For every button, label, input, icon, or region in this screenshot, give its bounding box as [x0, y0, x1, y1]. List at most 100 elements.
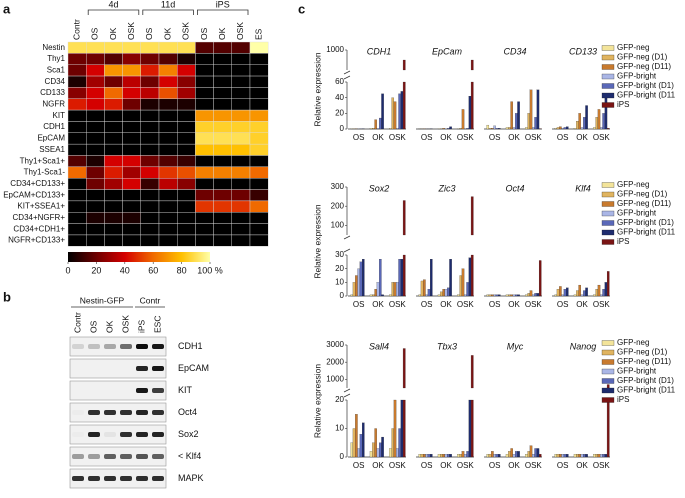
bar — [375, 120, 377, 129]
legend-swatch — [602, 360, 614, 365]
heatmap-cell — [104, 144, 122, 155]
heatmap-cell — [177, 156, 195, 167]
bar — [508, 451, 510, 457]
heatmap-cell — [159, 144, 177, 155]
heatmap-cell — [123, 212, 141, 223]
heatmap-cell — [141, 121, 159, 132]
y-axis-title: Relative expression — [312, 364, 322, 438]
bar — [487, 454, 489, 457]
blot-strip — [70, 359, 166, 378]
heatmap-cell — [86, 99, 104, 110]
heatmap-cell — [250, 42, 268, 53]
bar — [607, 128, 609, 129]
bar — [362, 423, 364, 457]
bar — [559, 127, 561, 129]
heatmap-cell — [177, 178, 195, 189]
heatmap-cell — [123, 235, 141, 246]
column-label: OS — [144, 27, 154, 40]
bar — [555, 295, 557, 296]
bar — [398, 429, 400, 458]
x-tick-label: OSK — [457, 461, 475, 470]
heatmap-cell — [104, 224, 122, 235]
x-tick-label: OK — [508, 133, 520, 142]
row-label: Thy1+Sca1+ — [20, 156, 66, 165]
bar — [576, 291, 578, 296]
bar — [394, 400, 396, 457]
lane-label: OS — [88, 320, 98, 333]
blot-band — [120, 432, 132, 437]
bar — [596, 454, 598, 457]
bar — [525, 127, 527, 129]
bar — [593, 127, 595, 129]
bar — [596, 117, 598, 129]
column-label: OK — [217, 27, 227, 40]
bar — [494, 126, 496, 129]
heatmap-cell — [123, 53, 141, 64]
heatmap-cell — [232, 76, 250, 87]
heatmap-cell — [123, 87, 141, 98]
heatmap-cell — [177, 201, 195, 212]
blot-group: Contr — [140, 295, 161, 305]
bar — [576, 121, 578, 129]
heatmap-cell — [195, 156, 213, 167]
blot-band — [88, 476, 100, 481]
bar — [605, 454, 607, 457]
bar — [447, 288, 449, 296]
heatmap-cell — [104, 212, 122, 223]
row-label: EpCAM — [37, 134, 65, 143]
heatmap-cell — [250, 144, 268, 155]
heatmap-cell — [159, 53, 177, 64]
legend-label: GFP-bright (D1) — [617, 218, 674, 227]
legend-label: GFP-neg — [617, 180, 649, 189]
bar — [598, 454, 600, 457]
bar — [583, 291, 585, 296]
heatmap-cell — [159, 121, 177, 132]
heatmap-cell — [214, 178, 232, 189]
bar — [528, 113, 530, 129]
column-label: OK — [162, 27, 172, 40]
lane-label: ESC — [152, 316, 162, 333]
lane-label: iPS — [136, 319, 146, 333]
row-label: NGFR — [42, 100, 65, 109]
bar — [460, 128, 462, 129]
heatmap-cell — [195, 178, 213, 189]
blot-band — [136, 388, 148, 393]
bar — [602, 289, 604, 296]
bar — [471, 355, 473, 457]
row-label: NGFR+CD133+ — [8, 236, 65, 245]
heatmap-cell — [195, 121, 213, 132]
y-tick-label: 1000 — [326, 45, 344, 54]
x-tick-label: OS — [421, 461, 433, 470]
protein-label: Sox2 — [178, 429, 199, 439]
x-tick-label: OK — [576, 133, 588, 142]
heatmap-cell — [141, 87, 159, 98]
heatmap-cell — [195, 76, 213, 87]
group-bracket — [197, 10, 248, 15]
heatmap-cell — [159, 212, 177, 223]
blot-band — [104, 410, 116, 415]
x-tick-label: OK — [576, 461, 588, 470]
bar — [372, 295, 374, 296]
x-tick-label: OS — [353, 300, 365, 309]
heatmap-cell — [250, 167, 268, 178]
x-tick-label: OK — [440, 461, 452, 470]
x-tick-label: OSK — [525, 300, 543, 309]
x-tick-label: OK — [372, 133, 384, 142]
bar — [506, 127, 508, 129]
x-tick-label: OS — [489, 461, 501, 470]
heatmap-cell — [214, 53, 232, 64]
bar — [513, 127, 515, 129]
bar — [506, 454, 508, 457]
bar — [528, 451, 530, 457]
bar — [574, 128, 576, 129]
legend-swatch — [602, 103, 614, 108]
heatmap-cell — [159, 201, 177, 212]
heatmap-cell — [250, 190, 268, 201]
gene-title: Myc — [507, 341, 524, 351]
heatmap-cell — [177, 133, 195, 144]
heatmap-cell — [232, 99, 250, 110]
bar — [430, 454, 432, 457]
panel-label: b — [3, 289, 11, 304]
colorbar-label: 0 — [65, 265, 70, 275]
